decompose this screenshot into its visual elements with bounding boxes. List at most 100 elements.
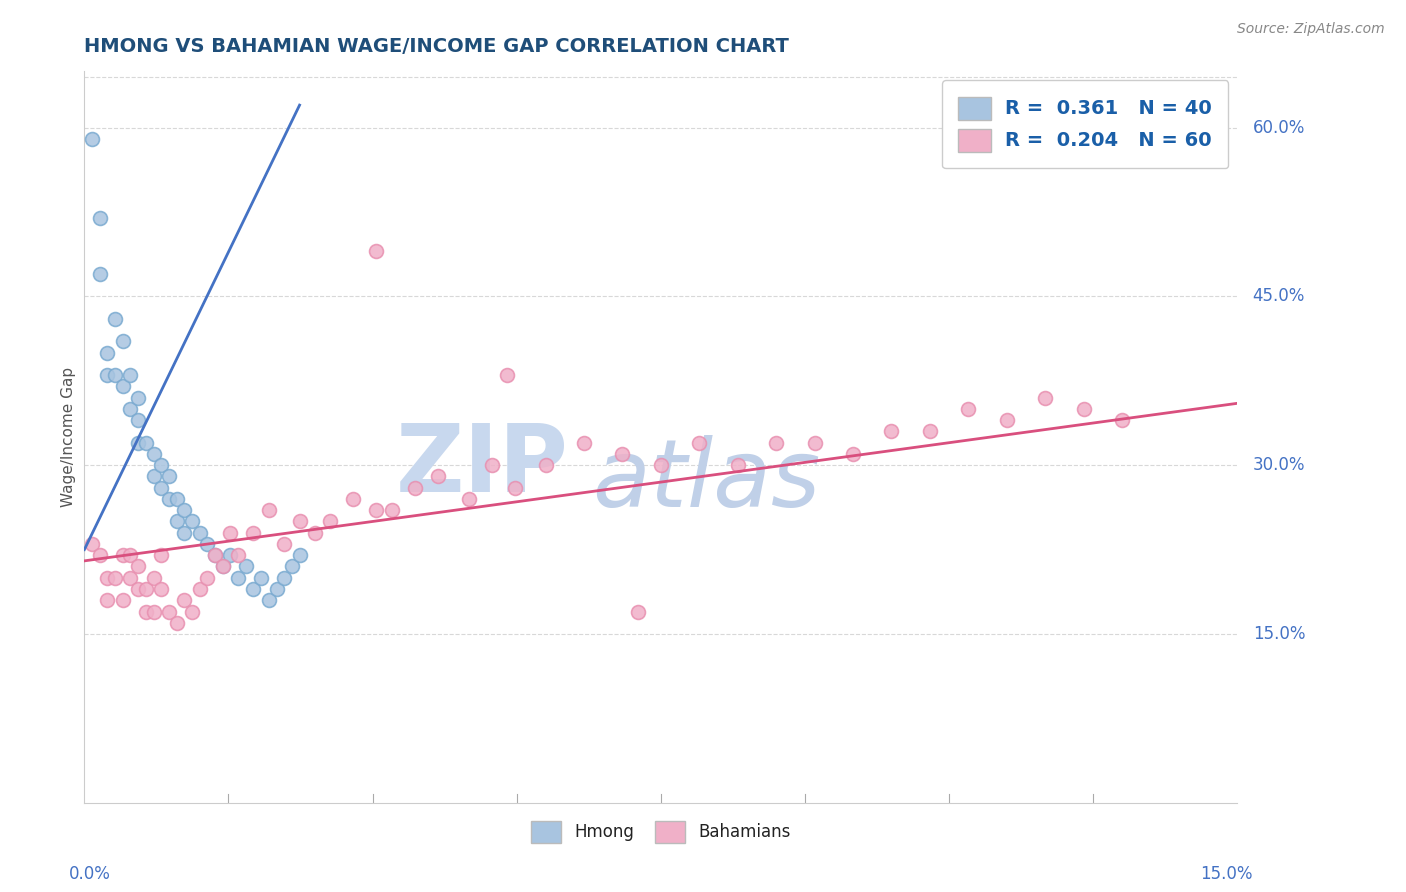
Point [89, 211, 111, 225]
Point [235, 559, 257, 574]
Point [304, 525, 326, 540]
Point [135, 435, 157, 450]
Point [166, 515, 188, 529]
Text: ZIP: ZIP [395, 420, 568, 512]
Point [150, 582, 173, 596]
Point [150, 481, 173, 495]
Point [288, 548, 311, 562]
Point [219, 548, 242, 562]
Point [188, 525, 211, 540]
Y-axis label: Wage/Income Gap: Wage/Income Gap [60, 367, 76, 508]
Point [111, 379, 134, 393]
Point [80, 132, 103, 146]
Point [120, 368, 142, 383]
Point [204, 548, 226, 562]
Point [195, 571, 218, 585]
Point [135, 605, 157, 619]
Point [120, 571, 142, 585]
Point [181, 605, 204, 619]
Point [127, 435, 149, 450]
Point [89, 548, 111, 562]
Point [127, 582, 149, 596]
Point [842, 447, 865, 461]
Point [1111, 413, 1133, 427]
Point [957, 401, 980, 416]
Point [481, 458, 503, 473]
Point [534, 458, 557, 473]
Point [127, 559, 149, 574]
Point [181, 515, 204, 529]
Point [89, 267, 111, 281]
Point [142, 605, 165, 619]
Text: 15.0%: 15.0% [1201, 864, 1253, 883]
Point [381, 503, 404, 517]
Point [242, 525, 264, 540]
Point [96, 345, 118, 359]
Point [503, 481, 526, 495]
Point [211, 559, 233, 574]
Point [426, 469, 449, 483]
Point [111, 334, 134, 349]
Point [173, 593, 195, 607]
Point [765, 435, 787, 450]
Point [266, 582, 288, 596]
Point [204, 548, 226, 562]
Point [650, 458, 672, 473]
Point [173, 503, 195, 517]
Text: 60.0%: 60.0% [1253, 119, 1305, 136]
Point [404, 481, 426, 495]
Point [157, 469, 180, 483]
Point [96, 368, 118, 383]
Point [96, 593, 118, 607]
Point [226, 548, 249, 562]
Point [457, 491, 479, 506]
Point [157, 605, 180, 619]
Point [250, 571, 273, 585]
Point [142, 469, 165, 483]
Point [96, 571, 118, 585]
Point [120, 548, 142, 562]
Point [150, 458, 173, 473]
Point [157, 491, 180, 506]
Point [995, 413, 1018, 427]
Point [104, 312, 127, 326]
Text: 0.0%: 0.0% [69, 864, 111, 883]
Point [242, 582, 264, 596]
Point [273, 537, 295, 551]
Point [104, 368, 127, 383]
Point [188, 582, 211, 596]
Point [880, 425, 903, 439]
Point [612, 447, 634, 461]
Text: HMONG VS BAHAMIAN WAGE/INCOME GAP CORRELATION CHART: HMONG VS BAHAMIAN WAGE/INCOME GAP CORREL… [84, 37, 789, 56]
Point [127, 413, 149, 427]
Point [627, 605, 650, 619]
Point [803, 435, 825, 450]
Point [1033, 391, 1056, 405]
Point [166, 491, 188, 506]
Point [366, 503, 388, 517]
Legend: Hmong, Bahamians: Hmong, Bahamians [524, 814, 797, 849]
Text: 30.0%: 30.0% [1253, 456, 1305, 475]
Point [120, 401, 142, 416]
Point [211, 559, 233, 574]
Point [273, 571, 295, 585]
Point [142, 571, 165, 585]
Point [288, 515, 311, 529]
Point [142, 447, 165, 461]
Point [166, 615, 188, 630]
Point [195, 537, 218, 551]
Point [727, 458, 749, 473]
Point [219, 525, 242, 540]
Point [366, 244, 388, 259]
Text: Source: ZipAtlas.com: Source: ZipAtlas.com [1237, 22, 1385, 37]
Point [111, 593, 134, 607]
Point [173, 525, 195, 540]
Point [80, 537, 103, 551]
Point [342, 491, 364, 506]
Point [572, 435, 595, 450]
Point [319, 515, 342, 529]
Point [150, 548, 173, 562]
Text: atlas: atlas [592, 435, 820, 526]
Point [135, 582, 157, 596]
Point [104, 571, 127, 585]
